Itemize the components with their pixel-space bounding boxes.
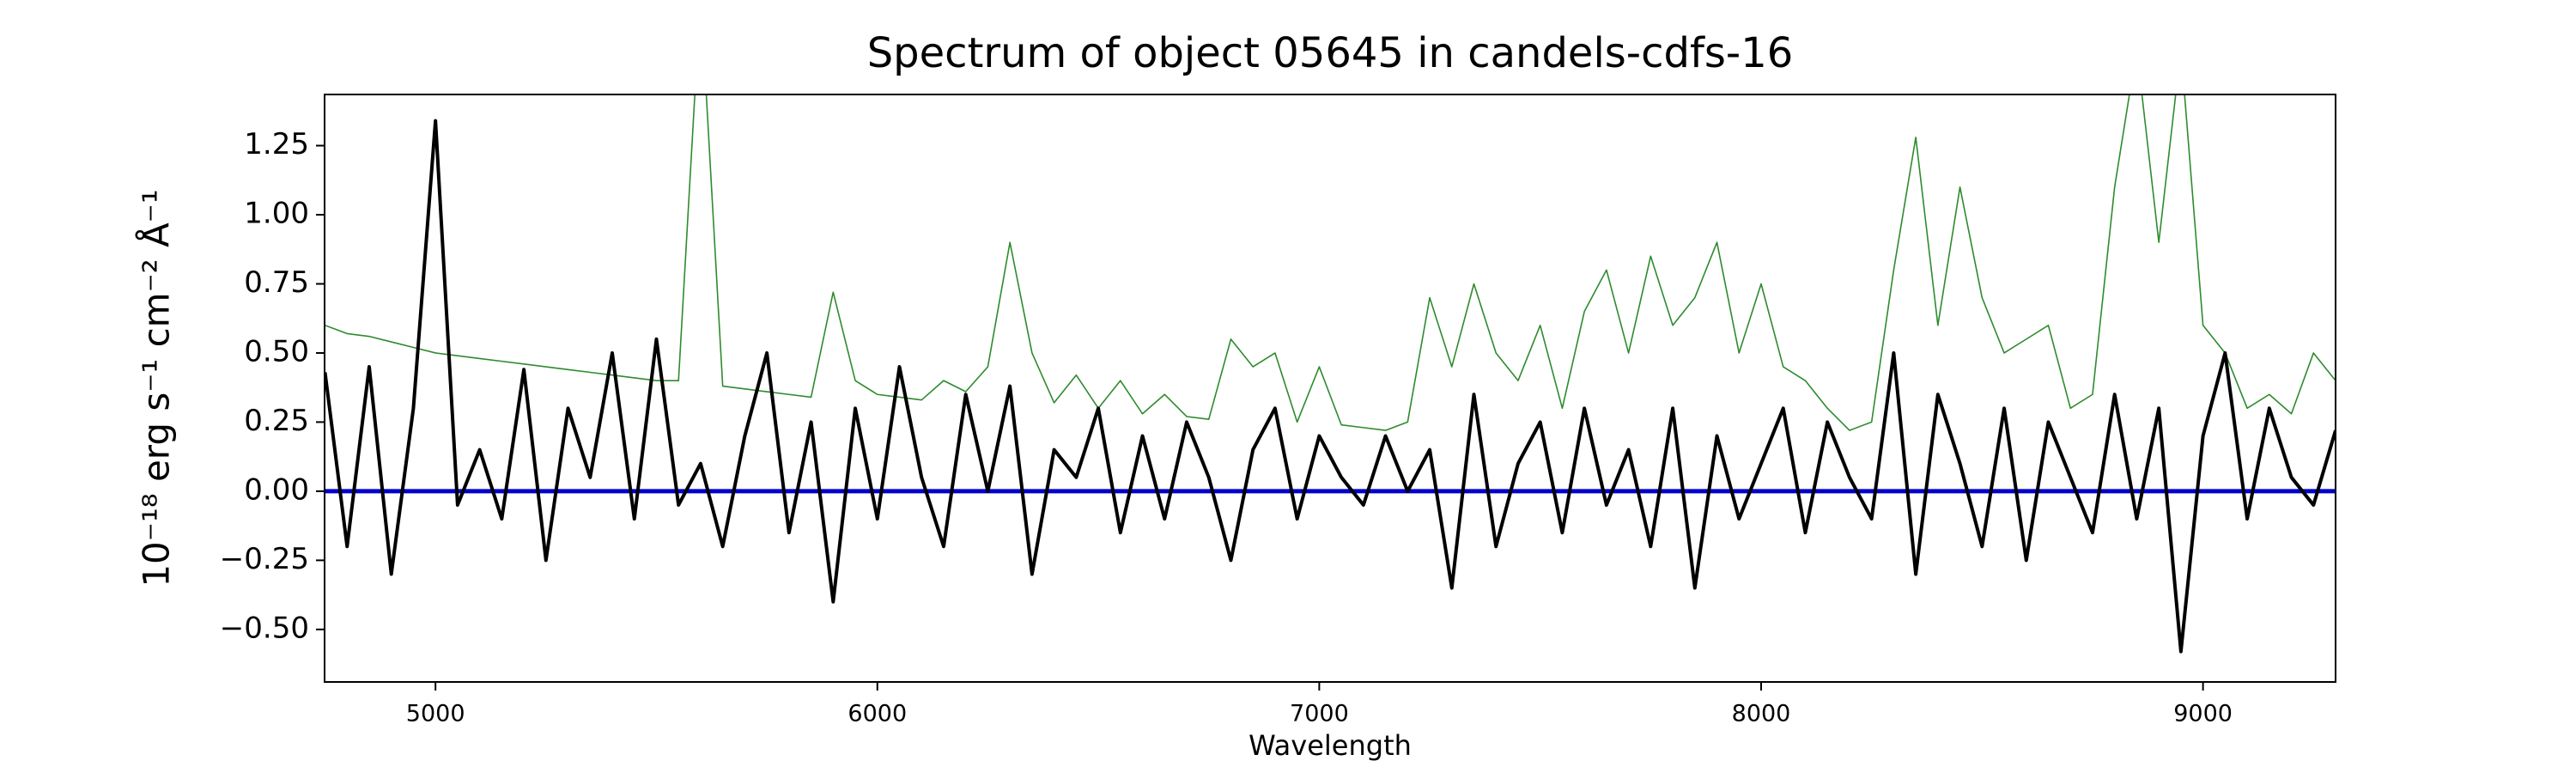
- x-tick-label: 5000: [406, 701, 465, 727]
- x-tick-label: 7000: [1290, 701, 1349, 727]
- plot-area: [325, 94, 2336, 654]
- y-tick-label: −0.25: [220, 542, 309, 576]
- y-tick-label: 1.25: [244, 127, 309, 161]
- x-tick-label: 6000: [848, 701, 907, 727]
- y-tick-label: 0.50: [244, 334, 309, 368]
- y-tick-label: −0.50: [220, 611, 309, 645]
- x-tick-label: 9000: [2173, 701, 2233, 727]
- y-axis-label: 10⁻¹⁸ erg s⁻¹ cm⁻² Å⁻¹: [135, 189, 178, 587]
- plot-frame: [324, 94, 2336, 683]
- series-line: [325, 94, 2336, 431]
- y-tick-label: 0.00: [244, 472, 309, 507]
- y-tick-label: 0.75: [244, 265, 309, 300]
- y-tick-label: 0.25: [244, 404, 309, 438]
- x-tick-label: 8000: [1732, 701, 1791, 727]
- series-line: [325, 119, 2336, 654]
- x-axis-label: Wavelength: [1249, 729, 1412, 762]
- chart-title: Spectrum of object 05645 in candels-cdfs…: [867, 29, 1794, 77]
- y-tick-label: 1.00: [244, 197, 309, 231]
